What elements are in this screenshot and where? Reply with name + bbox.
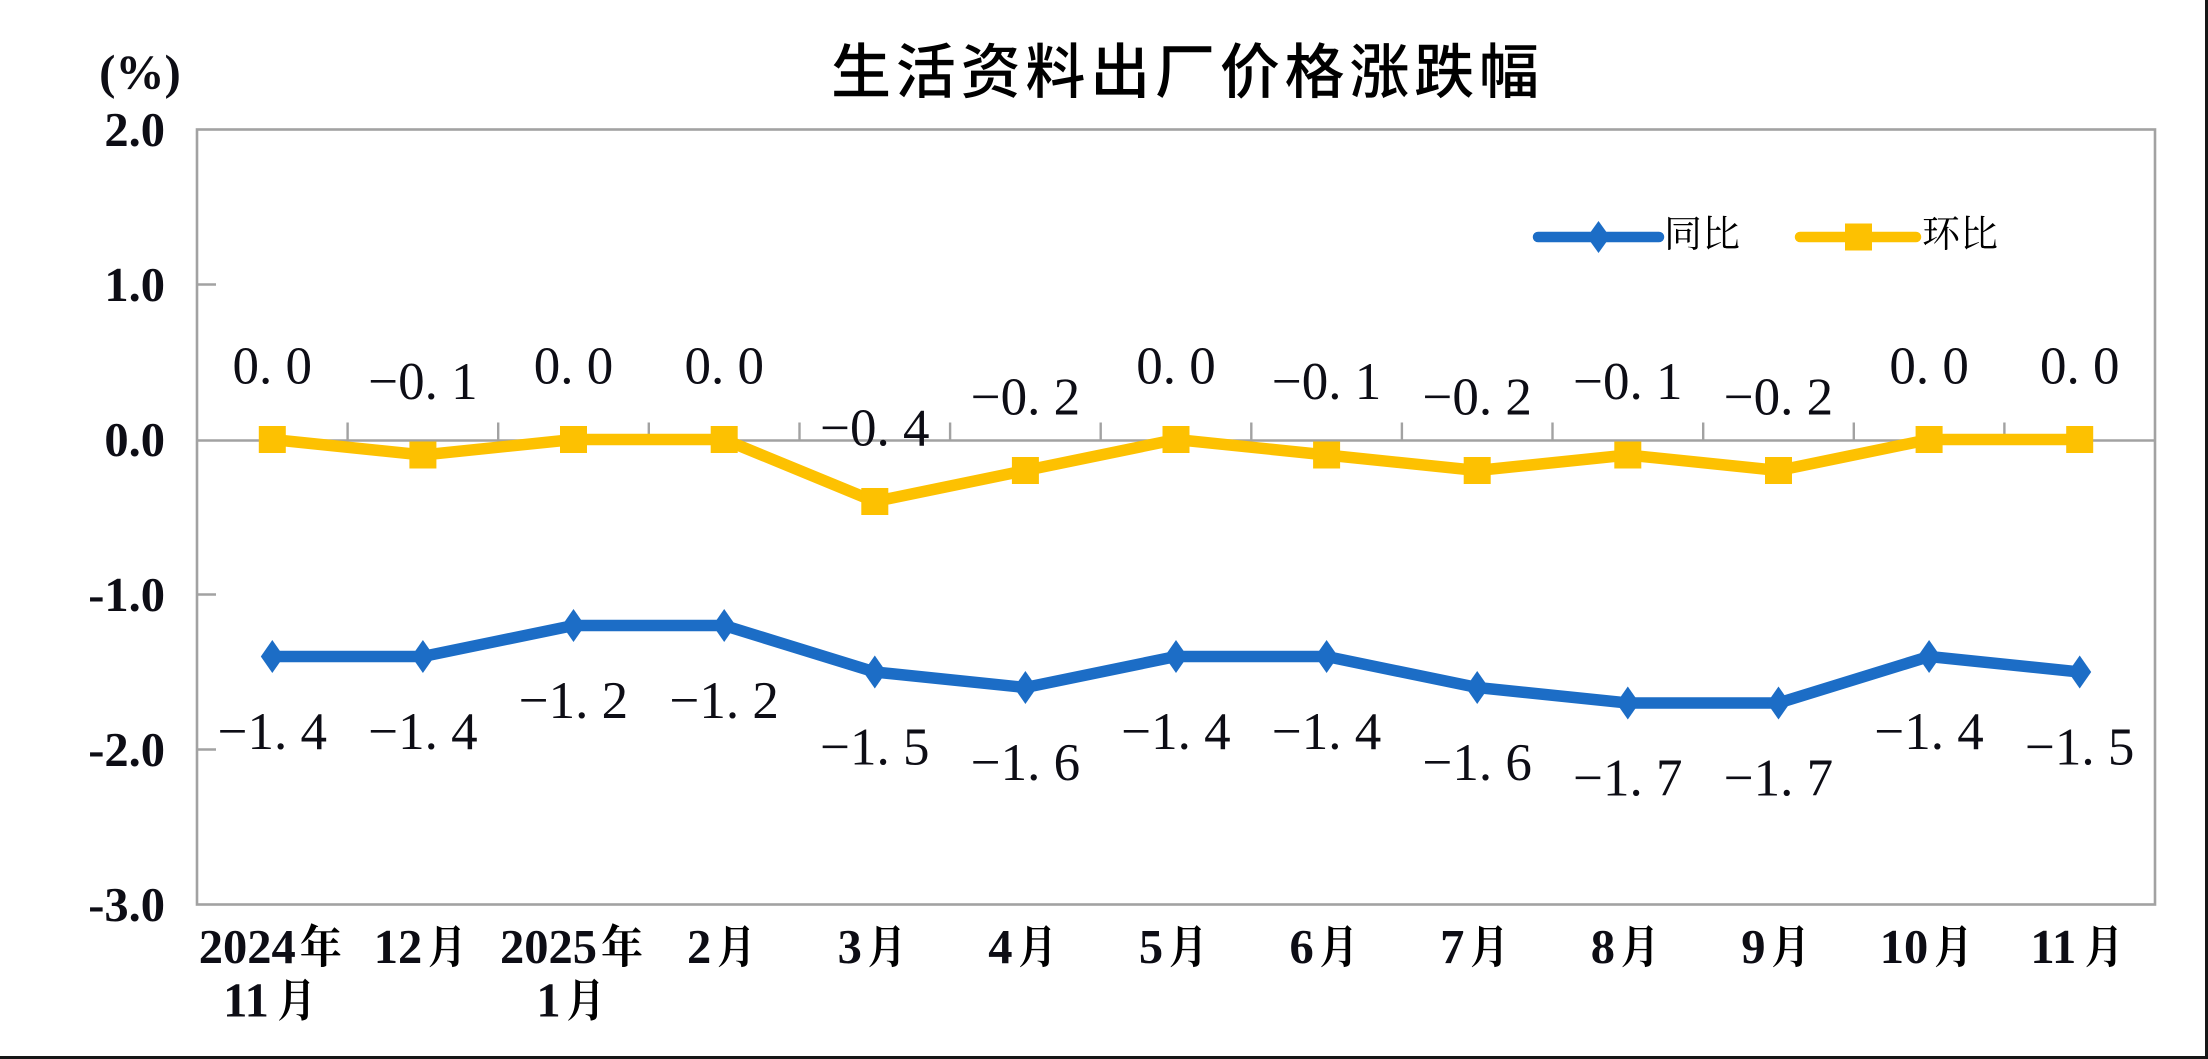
svg-text:3: 3 (838, 921, 862, 974)
svg-text:−1. 4: −1. 4 (1874, 703, 1983, 761)
svg-text:9: 9 (1741, 921, 1765, 974)
svg-text:−1. 5: −1. 5 (820, 719, 929, 777)
svg-text:−1. 4: −1. 4 (1121, 703, 1230, 761)
svg-text:5: 5 (1139, 921, 1163, 974)
svg-text:7: 7 (1440, 921, 1464, 974)
svg-text:−1. 5: −1. 5 (2025, 719, 2134, 777)
svg-text:−0. 2: −0. 2 (971, 369, 1080, 427)
svg-text:−1. 4: −1. 4 (218, 703, 327, 761)
svg-text:2.0: 2.0 (104, 104, 165, 157)
svg-text:0. 0: 0. 0 (2040, 338, 2120, 396)
svg-text:1: 1 (536, 975, 560, 1028)
svg-text:−0. 1: −0. 1 (368, 353, 477, 411)
svg-text:8: 8 (1591, 921, 1615, 974)
svg-text:−0. 2: −0. 2 (1423, 369, 1532, 427)
svg-text:4: 4 (988, 921, 1012, 974)
svg-text:0.0: 0.0 (104, 414, 165, 467)
svg-text:−1. 4: −1. 4 (1272, 703, 1381, 761)
svg-text:−1. 2: −1. 2 (519, 672, 628, 730)
svg-text:10: 10 (1880, 921, 1929, 974)
svg-text:0. 0: 0. 0 (233, 338, 313, 396)
svg-text:2024: 2024 (199, 921, 296, 974)
svg-text:-1.0: -1.0 (88, 569, 165, 622)
svg-text:(%): (%) (99, 45, 181, 100)
svg-text:−1. 6: −1. 6 (971, 734, 1080, 792)
svg-text:−1. 4: −1. 4 (368, 703, 477, 761)
svg-text:−0. 4: −0. 4 (820, 400, 929, 458)
svg-text:-2.0: -2.0 (88, 724, 165, 777)
svg-text:1.0: 1.0 (104, 259, 165, 312)
svg-text:6: 6 (1290, 921, 1314, 974)
svg-text:0. 0: 0. 0 (1889, 338, 1969, 396)
svg-text:−1. 7: −1. 7 (1724, 750, 1833, 808)
svg-text:2: 2 (687, 921, 711, 974)
svg-text:0. 0: 0. 0 (684, 338, 764, 396)
svg-text:−1. 7: −1. 7 (1573, 750, 1682, 808)
svg-text:−1. 2: −1. 2 (670, 672, 779, 730)
svg-text:0. 0: 0. 0 (1136, 338, 1216, 396)
svg-text:12: 12 (374, 921, 423, 974)
svg-text:2025: 2025 (500, 921, 597, 974)
svg-text:11: 11 (2030, 921, 2076, 974)
svg-text:−0. 1: −0. 1 (1272, 353, 1381, 411)
svg-text:11: 11 (223, 975, 269, 1028)
svg-text:−1. 6: −1. 6 (1423, 734, 1532, 792)
svg-text:0. 0: 0. 0 (534, 338, 614, 396)
svg-text:−0. 2: −0. 2 (1724, 369, 1833, 427)
svg-text:-3.0: -3.0 (88, 879, 165, 932)
svg-text:−0. 1: −0. 1 (1573, 353, 1682, 411)
